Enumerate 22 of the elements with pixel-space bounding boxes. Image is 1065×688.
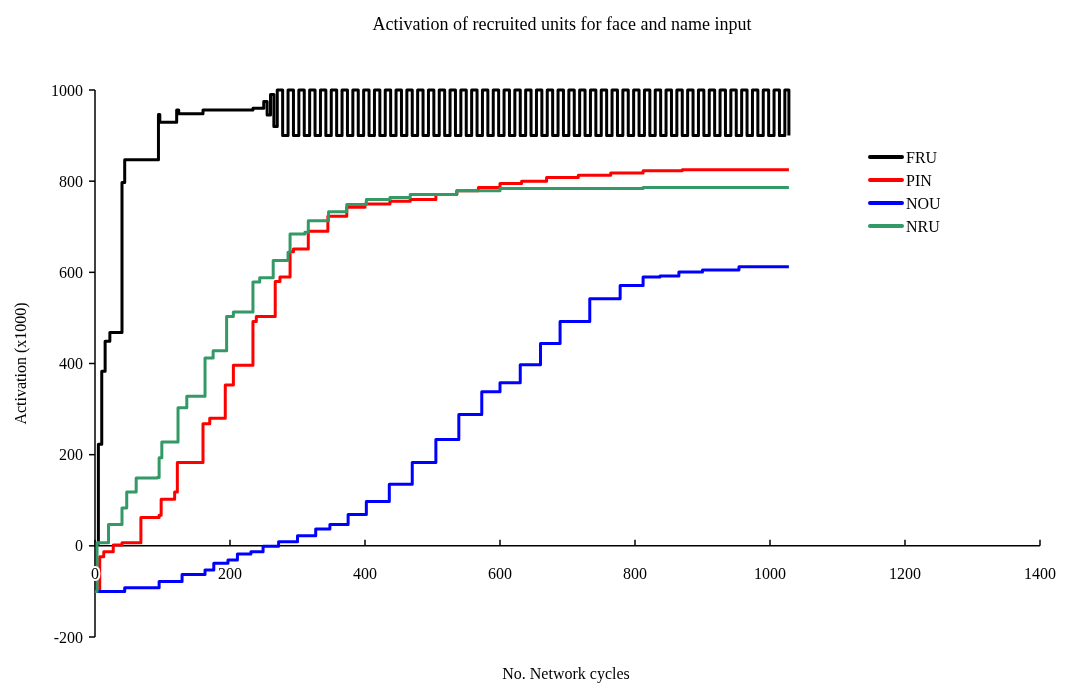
legend-label: PIN bbox=[906, 171, 933, 189]
legend-label: FRU bbox=[906, 148, 938, 166]
y-tick-label: 400 bbox=[59, 355, 83, 373]
y-tick-label: 200 bbox=[59, 446, 83, 464]
y-tick-label: 600 bbox=[59, 263, 83, 281]
legend-label: NOU bbox=[906, 194, 942, 212]
x-tick-label: 800 bbox=[623, 564, 647, 582]
y-tick-label: 0 bbox=[75, 537, 83, 555]
y-tick-label: -200 bbox=[53, 628, 83, 646]
x-tick-label: 1400 bbox=[1024, 564, 1056, 582]
x-tick-label: 0 bbox=[91, 564, 99, 582]
x-tick-label: 600 bbox=[488, 564, 512, 582]
x-tick-label: 1000 bbox=[754, 564, 786, 582]
x-axis-title: No. Network cycles bbox=[502, 665, 630, 683]
legend-label: NRU bbox=[906, 217, 941, 235]
chart-title: Activation of recruited units for face and name input bbox=[372, 14, 752, 34]
y-axis-title: Activation (x1000) bbox=[12, 302, 30, 425]
x-tick-label: 1200 bbox=[889, 564, 921, 582]
y-tick-label: 1000 bbox=[51, 81, 83, 99]
x-tick-label: 200 bbox=[218, 564, 242, 582]
y-tick-label: 800 bbox=[59, 172, 83, 190]
x-tick-label: 400 bbox=[353, 564, 377, 582]
